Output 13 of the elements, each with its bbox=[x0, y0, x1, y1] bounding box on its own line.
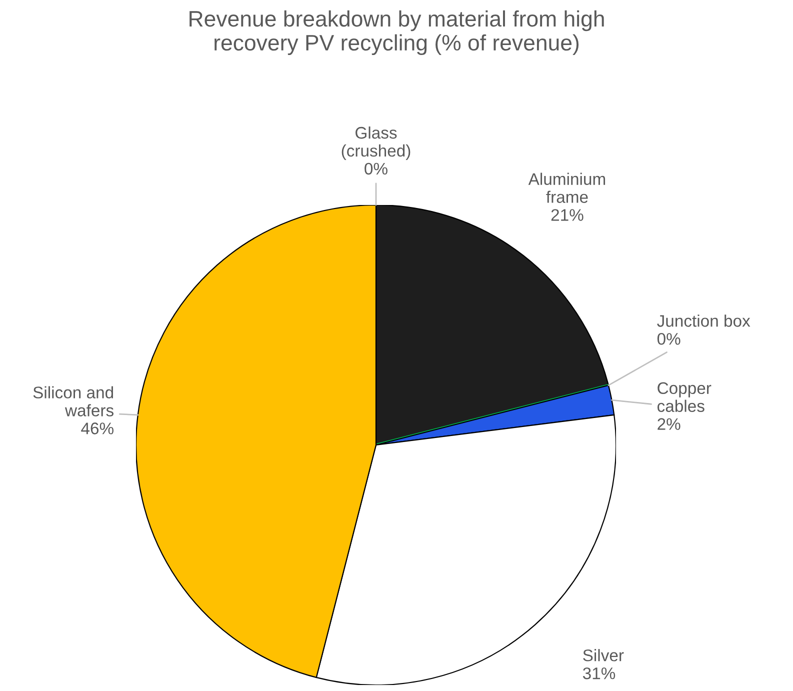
chart-title: Revenue breakdown by material from high recovery PV recycling (% of revenue) bbox=[190, 10, 604, 56]
slice-label: Silicon and wafers bbox=[33, 386, 114, 416]
slice-label: Silver bbox=[583, 649, 624, 662]
data-label: 2% bbox=[658, 418, 680, 430]
data-label: 46% bbox=[81, 422, 114, 434]
slice-label: Aluminium frame bbox=[528, 172, 606, 203]
category-label: Glass (crushed) bbox=[342, 126, 410, 160]
text: 0% bbox=[364, 162, 388, 175]
text: 0% bbox=[657, 332, 680, 345]
category-label: Junction box bbox=[657, 314, 750, 327]
slice-label: Copper cables bbox=[658, 382, 712, 412]
data-label: 31% bbox=[582, 667, 616, 680]
data-label: 21% bbox=[551, 209, 584, 221]
